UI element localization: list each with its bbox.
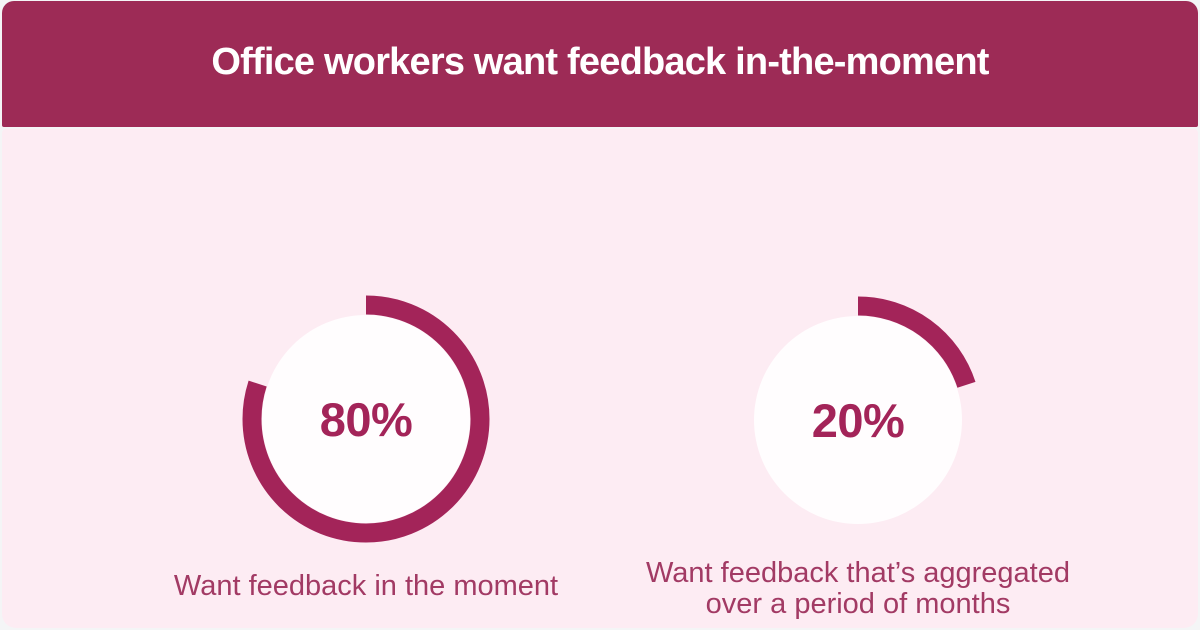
donut-caption-right: Want feedback that’s aggregated over a p… [645, 557, 1070, 620]
page-title: Office workers want feedback in-the-mome… [211, 40, 989, 83]
content-panel: 80% 20% Want feedback in the moment Want… [2, 129, 1198, 628]
donut-ring-arc [242, 295, 490, 543]
donut-svg [242, 295, 490, 543]
donut-hole [262, 315, 470, 523]
donut-hole [754, 316, 962, 524]
donut-value-label: 20% [811, 393, 905, 447]
donut-chart-80: 80% [241, 294, 491, 544]
header-banner: Office workers want feedback in-the-mome… [2, 1, 1198, 127]
donut-chart-20: 20% [733, 295, 983, 545]
donut-value-label: 80% [319, 392, 413, 446]
donut-svg [734, 296, 982, 544]
donut-ring-arc [734, 296, 982, 544]
donut-caption-left: Want feedback in the moment [173, 570, 559, 602]
